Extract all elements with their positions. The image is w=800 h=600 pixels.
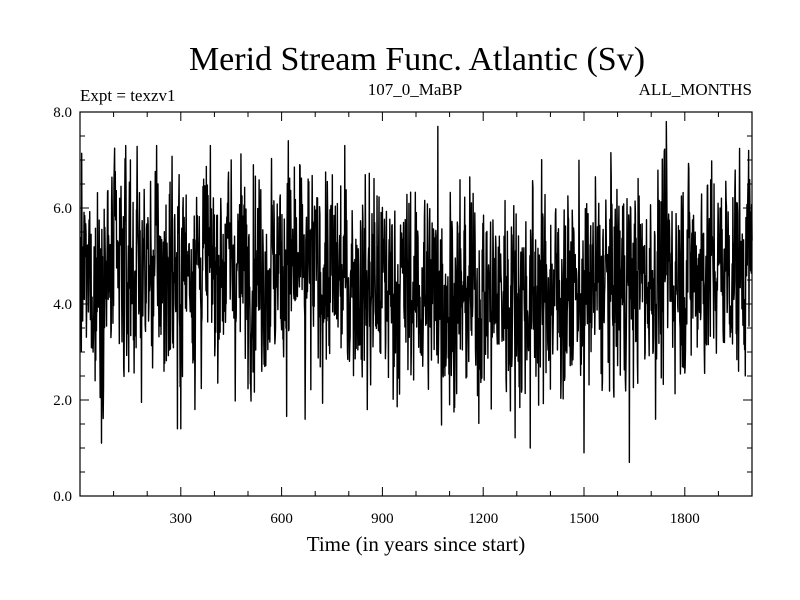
x-tick-label: 1500: [569, 511, 599, 527]
x-tick-label: 600: [270, 511, 293, 527]
chart-subtitle-right: ALL_MONTHS: [639, 80, 752, 99]
x-tick-label: 1200: [468, 511, 498, 527]
x-tick-label: 300: [170, 511, 193, 527]
x-tick-label: 1800: [670, 511, 700, 527]
axes-layer: 300 600 900 1200 1500 1800 0.0 2.0 4.0 6.0 8.0: [53, 105, 752, 527]
y-tick-label: 6.0: [53, 201, 72, 217]
x-axis-label: Time (in years since start): [307, 532, 526, 556]
y-tick-label: 2.0: [53, 393, 72, 409]
series-line-atlantic-moc: [79, 120, 753, 464]
x-tick-label: 900: [371, 511, 394, 527]
series-layer: [79, 120, 753, 464]
y-tick-label: 0.0: [53, 489, 72, 505]
chart-title: Merid Stream Func. Atlantic (Sv): [189, 41, 645, 78]
chart-subtitle-left: Expt = texzv1: [80, 86, 176, 105]
plot-frame: [79, 111, 753, 497]
y-tick-label: 8.0: [53, 105, 72, 121]
chart-subtitle-center: 107_0_MaBP: [368, 80, 462, 99]
y-tick-label: 4.0: [53, 297, 72, 313]
